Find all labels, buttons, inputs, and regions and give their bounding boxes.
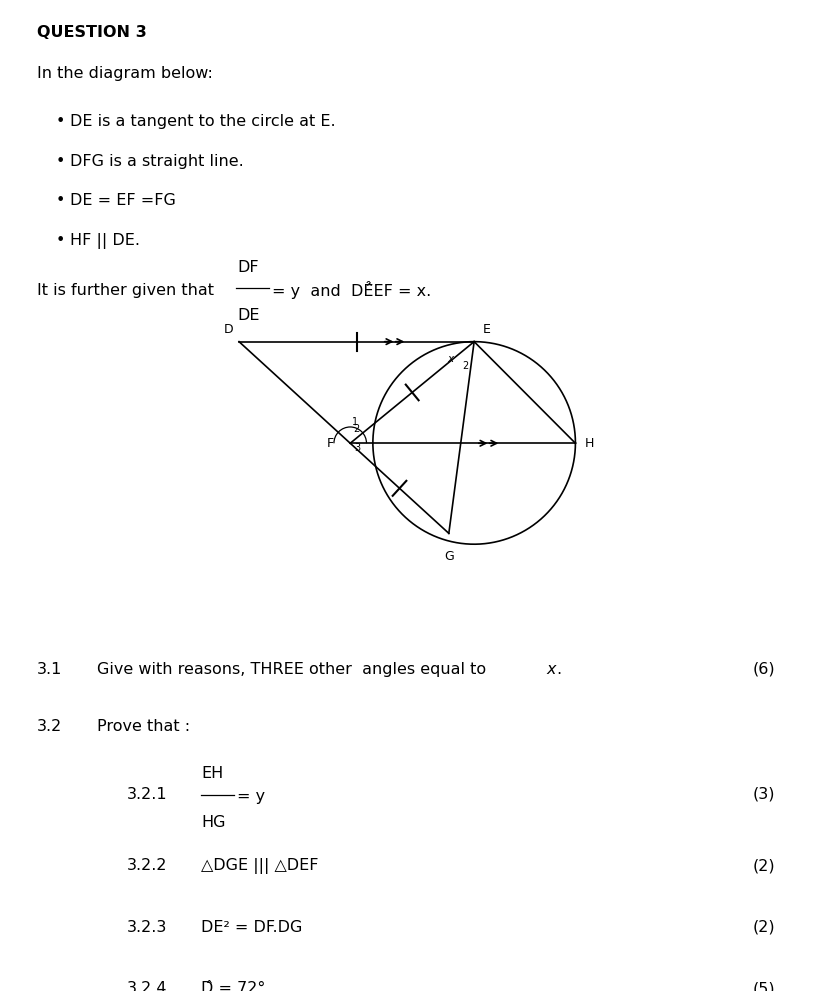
Text: (2): (2) [751, 920, 774, 935]
Text: G: G [443, 550, 453, 563]
Text: EH: EH [201, 766, 224, 781]
Text: 3.1: 3.1 [37, 662, 62, 677]
Text: 2: 2 [353, 424, 359, 434]
Text: 3.2: 3.2 [37, 719, 62, 734]
Text: (6): (6) [751, 662, 774, 677]
Text: In the diagram below:: In the diagram below: [37, 66, 212, 81]
Text: 2: 2 [461, 361, 468, 371]
Text: △DGE ||| △DEF: △DGE ||| △DEF [201, 858, 318, 874]
Text: 3.2.1: 3.2.1 [127, 787, 168, 802]
Text: •: • [56, 193, 65, 208]
Text: 3.2.3: 3.2.3 [127, 920, 167, 935]
Text: DE: DE [237, 308, 259, 323]
Text: DE is a tangent to the circle at E.: DE is a tangent to the circle at E. [70, 114, 335, 129]
Text: 3.2.4: 3.2.4 [127, 981, 167, 991]
Text: F: F [327, 437, 333, 450]
Text: (2): (2) [751, 858, 774, 873]
Text: DF: DF [237, 260, 258, 275]
Text: HF || DE.: HF || DE. [70, 233, 139, 249]
Text: .: . [555, 662, 560, 677]
Text: Give with reasons, THREE other  angles equal to: Give with reasons, THREE other angles eq… [97, 662, 491, 677]
Text: E: E [482, 323, 491, 336]
Text: QUESTION 3: QUESTION 3 [37, 25, 147, 40]
Text: •: • [56, 154, 65, 168]
Text: = y: = y [237, 789, 265, 805]
Text: x: x [447, 354, 453, 364]
Text: HG: HG [201, 815, 226, 829]
Text: 3.2.2: 3.2.2 [127, 858, 167, 873]
Text: H: H [584, 437, 593, 450]
Text: x: x [545, 662, 555, 677]
Text: (5): (5) [751, 981, 774, 991]
Text: It is further given that: It is further given that [37, 282, 214, 298]
Text: = y  and  DÊ̂EF = x.: = y and DÊ̂EF = x. [272, 281, 431, 299]
Text: •: • [56, 233, 65, 248]
Text: DE² = DF.DG: DE² = DF.DG [201, 920, 302, 935]
Text: D: D [223, 323, 233, 336]
Text: 3: 3 [354, 443, 360, 453]
Text: DFG is a straight line.: DFG is a straight line. [70, 154, 243, 168]
Text: DE = EF =FG: DE = EF =FG [70, 193, 175, 208]
Text: 1: 1 [351, 417, 358, 427]
Text: Prove that :: Prove that : [97, 719, 190, 734]
Text: (3): (3) [752, 787, 774, 802]
Text: D̂ = 72°: D̂ = 72° [201, 981, 265, 991]
Text: •: • [56, 114, 65, 129]
